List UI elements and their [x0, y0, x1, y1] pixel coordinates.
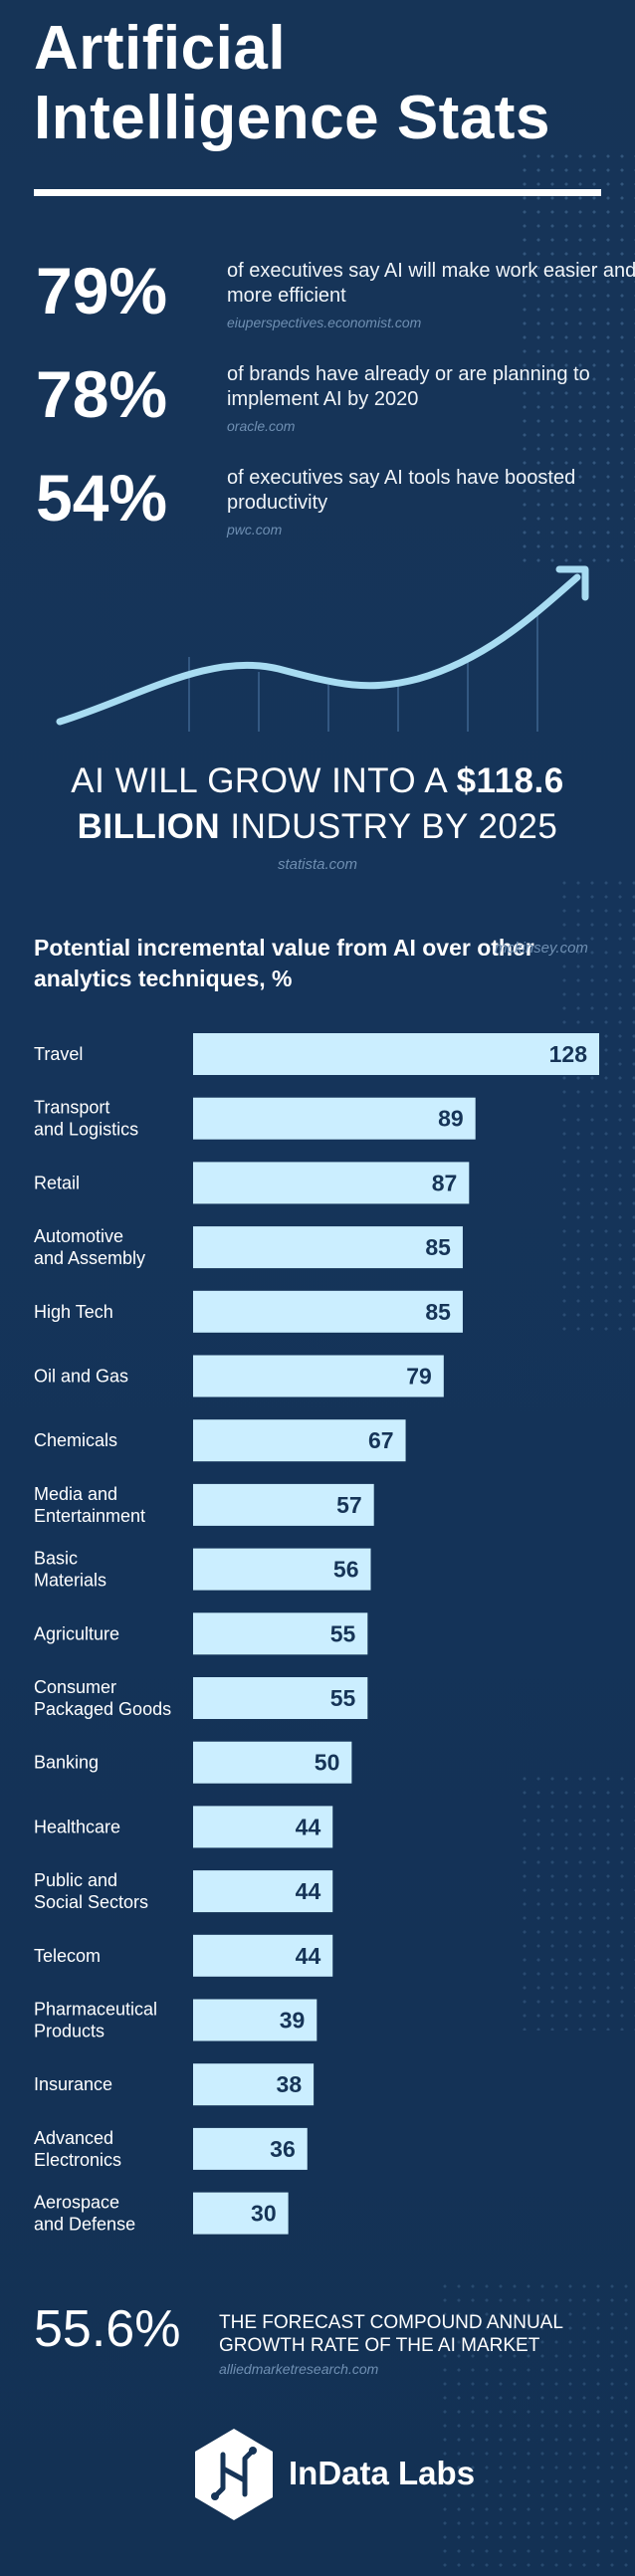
- stat-percent: 79%: [36, 254, 168, 327]
- bar: [193, 1162, 470, 1204]
- headline-text: AI WILL GROW INTO A: [71, 761, 457, 800]
- headline: AI WILL GROW INTO A $118.6 BILLION INDUS…: [20, 758, 615, 850]
- bar-value-label: 39: [280, 2008, 306, 2034]
- cagr-source: alliedmarketresearch.com: [219, 2361, 379, 2377]
- category-label: Pharmaceutical Products: [34, 2000, 157, 2041]
- bar-value-label: 85: [425, 1234, 451, 1260]
- bar: [193, 2127, 308, 2170]
- stat-block: 54% of executives say AI tools have boos…: [36, 462, 613, 541]
- bar: [193, 1806, 333, 1848]
- category-label: Aerospace and Defense: [34, 2193, 135, 2235]
- stat-text: of executives say AI will make work easi…: [227, 260, 635, 307]
- stat-text: of executives say AI tools have boosted …: [227, 467, 576, 514]
- category-label: Media and Entertainment: [34, 1484, 145, 1526]
- bottom-stat-block: 55.6% THE FORECAST COMPOUND ANNUAL GROWT…: [34, 2299, 621, 2389]
- bar: [193, 2063, 315, 2106]
- bar: [193, 1033, 599, 1075]
- bar: [193, 1419, 406, 1462]
- category-label: Consumer Packaged Goods: [34, 1677, 171, 1719]
- bar-value-label: 56: [333, 1557, 359, 1583]
- category-label: High Tech: [34, 1302, 113, 1322]
- category-label: Chemicals: [34, 1430, 117, 1450]
- category-label: Agriculture: [34, 1623, 119, 1643]
- page-title: Artificial Intelligence Stats: [34, 14, 550, 152]
- headline-source: statista.com: [277, 856, 358, 873]
- indata-labs-logo-icon: [195, 2429, 273, 2520]
- bar: [193, 1226, 463, 1269]
- category-label: Basic Materials: [34, 1549, 106, 1591]
- category-label: Travel: [34, 1044, 83, 1064]
- category-label: Retail: [34, 1173, 80, 1192]
- headline-unit: BILLION: [77, 807, 221, 846]
- bar-value-label: 85: [425, 1299, 451, 1325]
- category-label: Healthcare: [34, 1817, 120, 1836]
- bar-value-label: 30: [251, 2201, 277, 2227]
- bar-value-label: 44: [296, 1878, 321, 1904]
- growth-arrow-icon: [56, 565, 589, 732]
- category-label: Banking: [34, 1753, 99, 1773]
- stat-source: pwc.com: [227, 522, 283, 537]
- bar: [193, 1355, 444, 1397]
- bar: [193, 1548, 371, 1591]
- category-label: Automotive and Assembly: [34, 1226, 145, 1268]
- bar-value-label: 87: [432, 1170, 458, 1195]
- bar-value-label: 55: [330, 1685, 356, 1711]
- bar-value-label: 89: [438, 1106, 464, 1132]
- stat-percent: 54%: [36, 461, 168, 535]
- bar: [193, 1999, 318, 2041]
- stat-block: 78% of brands have already or are planni…: [36, 358, 613, 438]
- bar-value-label: 38: [277, 2071, 303, 2097]
- bar: [193, 1934, 333, 1977]
- title-underline: [34, 189, 601, 196]
- stat-block: 79% of executives say AI will make work …: [36, 254, 635, 334]
- category-label: Transport and Logistics: [34, 1098, 138, 1140]
- bar: [193, 2192, 289, 2235]
- category-label: Public and Social Sectors: [34, 1870, 148, 1912]
- category-label: Oil and Gas: [34, 1367, 128, 1387]
- bar: [193, 1612, 368, 1655]
- bar: [193, 1741, 352, 1784]
- bar: [193, 1290, 463, 1333]
- bar-value-label: 55: [330, 1620, 356, 1646]
- dot-pattern: [518, 1772, 635, 2031]
- stat-source: oracle.com: [227, 418, 296, 434]
- cagr-percent: 55.6%: [34, 2300, 181, 2358]
- bar-value-label: 128: [549, 1041, 588, 1067]
- stat-percent: 78%: [36, 357, 168, 431]
- bar-value-label: 67: [368, 1427, 394, 1453]
- bar-value-label: 44: [296, 1814, 321, 1839]
- dot-pattern: [438, 2279, 635, 2576]
- bar-chart: Travel 128 Transport and Logistics 89 Retail 8…: [34, 1033, 599, 2235]
- category-label: Insurance: [34, 2074, 112, 2094]
- chart-source: mckinsey.com: [495, 940, 588, 957]
- cagr-text: THE FORECAST COMPOUND ANNUAL GROWTH RATE…: [219, 2312, 563, 2356]
- bar: [193, 1677, 368, 1719]
- bar: [193, 1097, 476, 1140]
- bar-value-label: 36: [270, 2136, 296, 2162]
- stat-source: eiuperspectives.economist.com: [227, 315, 422, 330]
- category-label: Telecom: [34, 1946, 101, 1966]
- stat-text: of brands have already or are planning t…: [227, 363, 590, 410]
- bar-value-label: 50: [315, 1750, 340, 1776]
- headline-amount: $118.6: [456, 761, 564, 800]
- chart-title: Potential incremental value from AI over…: [34, 935, 534, 991]
- bar: [193, 1870, 333, 1913]
- bar-value-label: 44: [296, 1943, 321, 1969]
- dot-pattern: [518, 149, 635, 567]
- dot-pattern: [557, 876, 635, 1334]
- headline-text: INDUSTRY BY 2025: [220, 807, 558, 846]
- bar-value-label: 79: [406, 1364, 432, 1390]
- bar: [193, 1483, 374, 1526]
- brand-logo: InData Labs: [189, 2425, 488, 2524]
- category-label: Advanced Electronics: [34, 2128, 121, 2170]
- bar-value-label: 57: [336, 1492, 362, 1518]
- brand-name: InData Labs: [289, 2455, 476, 2491]
